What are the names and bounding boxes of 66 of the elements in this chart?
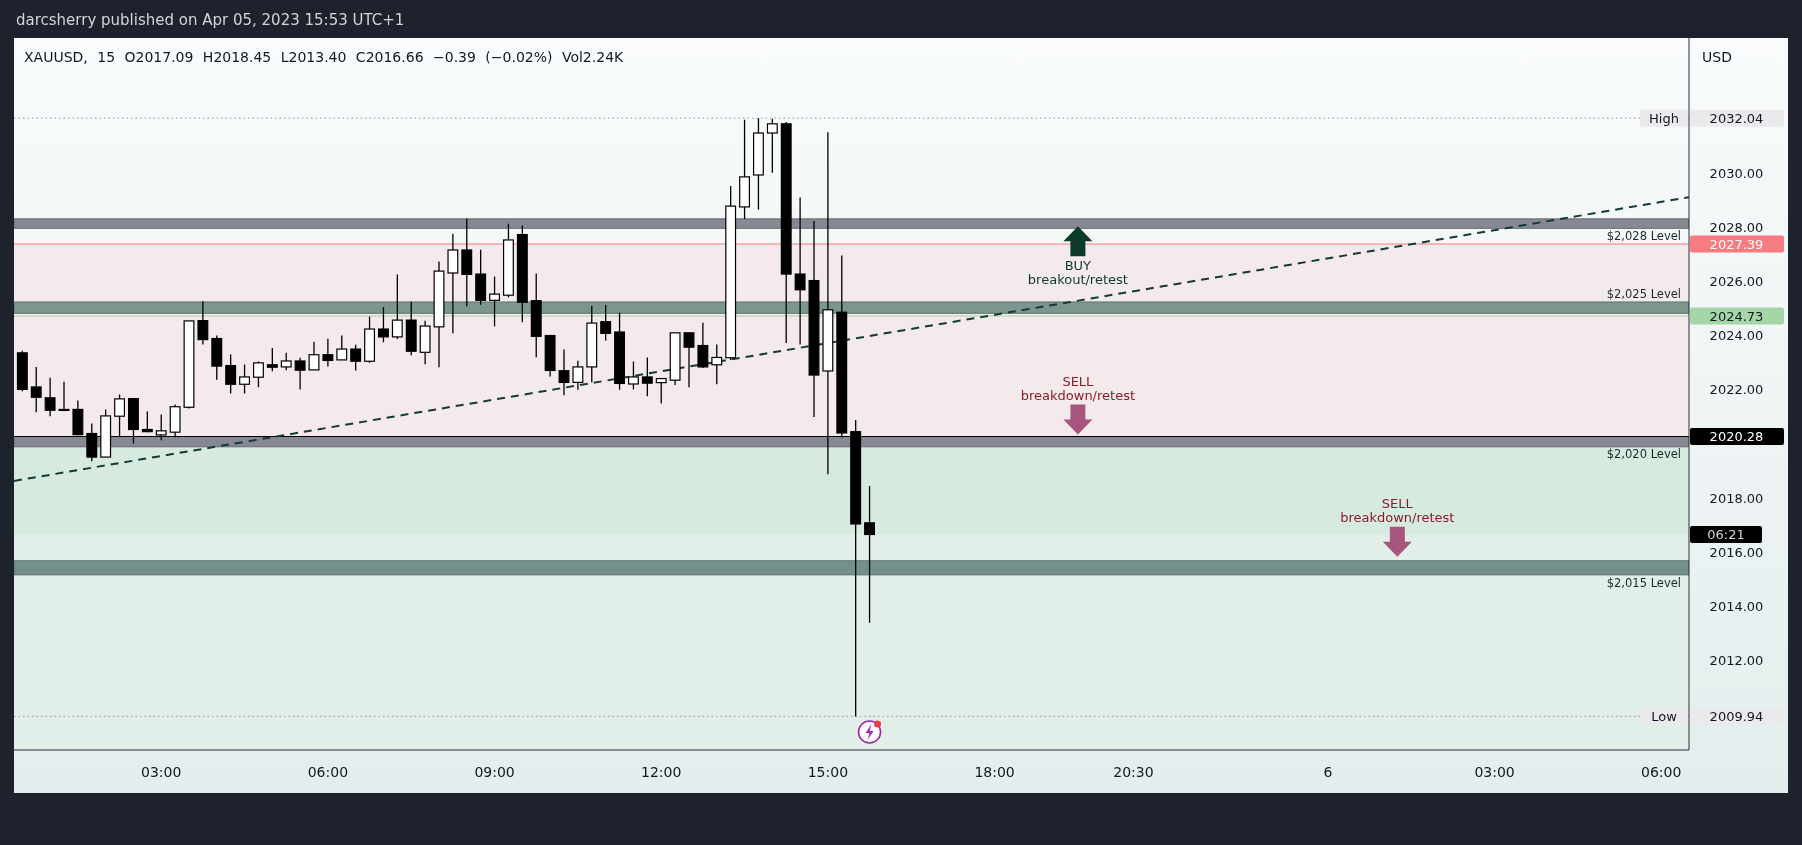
y-tick-label: 2009.94	[1709, 708, 1764, 724]
candlestick	[447, 233, 459, 335]
candlestick	[600, 304, 612, 342]
y-tick-label: 2027.39	[1709, 236, 1764, 252]
y-tick-label: 2012.00	[1709, 653, 1764, 669]
y-tick-label: 2030.00	[1709, 165, 1764, 181]
candlestick	[697, 322, 709, 369]
candlestick	[558, 348, 570, 396]
candlestick	[225, 353, 237, 395]
candlestick	[266, 347, 278, 372]
candlestick	[766, 118, 778, 174]
candlestick	[864, 485, 876, 624]
candlestick	[294, 357, 306, 391]
x-tick-label: 15:00	[807, 763, 849, 780]
y-tick-label: 2020.28	[1709, 429, 1764, 445]
annotation: BUY breakout/retest	[1027, 258, 1128, 288]
candlestick	[252, 360, 264, 388]
candlestick	[58, 381, 70, 412]
x-tick-label: 06:00	[307, 763, 349, 780]
x-tick-label: 18:00	[974, 763, 1015, 780]
y-tick-label: 2024.73	[1709, 308, 1764, 324]
y-tick-label: 2028.00	[1709, 220, 1764, 236]
candlestick	[197, 300, 209, 346]
y-tick-label: 2022.00	[1709, 382, 1764, 398]
candlestick	[239, 363, 251, 395]
text: 06:21	[1707, 527, 1745, 543]
y-tick-label: 2032.04	[1709, 110, 1764, 126]
band-label: $2,015 Level	[1606, 575, 1681, 590]
ref-line-label: High	[1649, 110, 1679, 126]
band-label: $2,025 Level	[1606, 287, 1681, 302]
x-tick-label: 03:00	[141, 763, 182, 780]
x-tick-label: 12:00	[641, 763, 682, 780]
y-axis-title: USD	[1702, 49, 1732, 65]
candlestick	[489, 275, 501, 327]
y-tick-label: 2016.00	[1709, 544, 1764, 560]
candlestick	[794, 196, 806, 346]
y-tick-label: 2024.00	[1709, 328, 1764, 344]
y-tick-label: 2018.00	[1709, 490, 1764, 506]
candlestick	[336, 334, 348, 361]
band-label: $2,020 Level	[1606, 447, 1681, 462]
x-tick-label: 06:00	[1641, 763, 1682, 780]
ref-line-label: Low	[1651, 708, 1678, 724]
candlestick	[391, 273, 403, 340]
chart-title: darcsherry published on Apr 05, 2023 15:53 UTC+1	[16, 11, 405, 29]
y-tick-label: 2014.00	[1709, 599, 1764, 615]
x-tick-label: 20:30	[1113, 763, 1154, 780]
candlestick	[308, 341, 320, 371]
candlestick	[572, 360, 584, 391]
candlestick	[641, 356, 653, 397]
candlestick	[30, 366, 42, 413]
x-tick-label: 6	[1323, 763, 1333, 780]
annotation: SELL breakdown/retest	[1020, 373, 1136, 403]
candlestick	[44, 377, 56, 417]
candlestick	[627, 360, 639, 391]
candlestick	[322, 338, 334, 368]
y-tick-label: 2026.00	[1709, 274, 1764, 290]
x-tick-label: 09:00	[474, 763, 515, 780]
candlestick	[683, 332, 695, 388]
candlestick	[350, 344, 362, 372]
text: XAUUSD, 15 O2017.09 H2018.45 L2013.40 C2016.66 −0.39 (−0.02%) Vol2.24K	[24, 49, 625, 65]
candlestick	[655, 377, 667, 405]
x-tick-label: 03:00	[1474, 763, 1515, 780]
candlestick	[377, 306, 389, 343]
annotation: SELL breakdown/retest	[1340, 495, 1455, 525]
band-label: $2,028 Level	[1606, 229, 1681, 244]
candlestick	[711, 343, 723, 385]
